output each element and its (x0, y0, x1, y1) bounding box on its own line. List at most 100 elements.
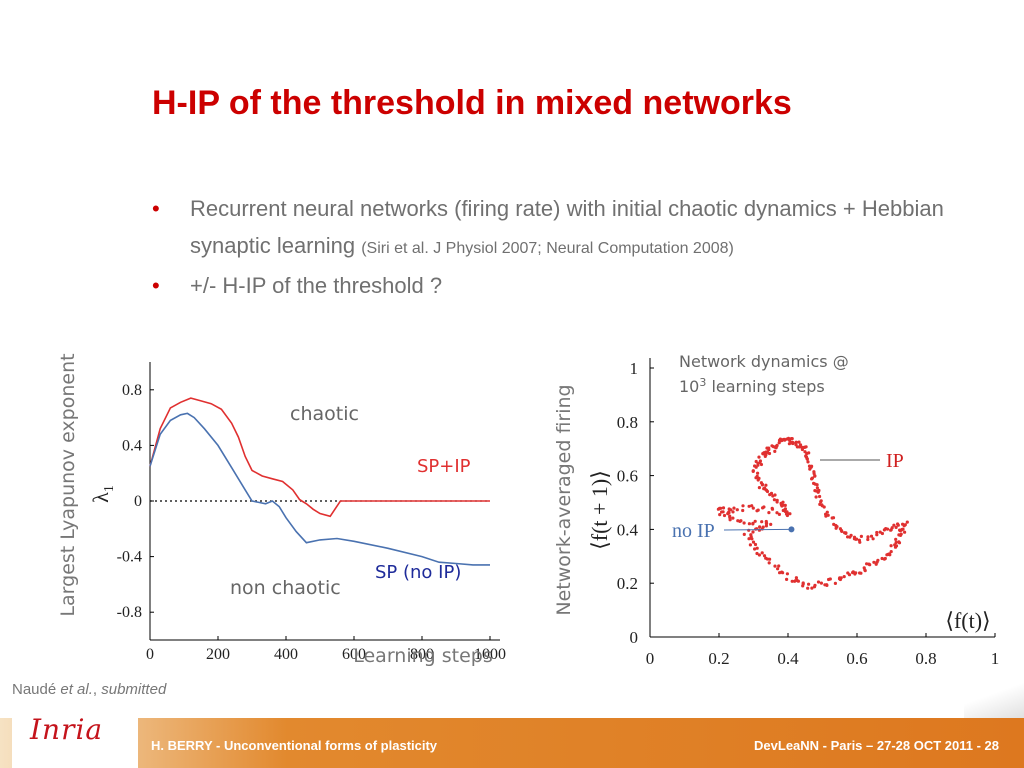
y-tick-label: 0.8 (617, 413, 638, 432)
scatter-point-ip (875, 533, 879, 537)
scatter-point-ip (790, 579, 794, 583)
scatter-point-ip (859, 534, 864, 539)
scatter-point-ip (760, 551, 764, 555)
scatter-point-ip (753, 519, 757, 523)
scatter-point-ip (790, 440, 795, 444)
scatter-point-ip (741, 508, 745, 513)
region-label-chaotic: chaotic (290, 403, 359, 425)
scatter-point-ip (785, 577, 789, 582)
scatter-point-ip (757, 528, 762, 532)
scatter-point-ip (858, 540, 862, 544)
scatter-point-ip (843, 531, 847, 535)
scatter-point-ip (728, 518, 732, 522)
scatter-point-ip (794, 576, 799, 580)
bullet-reference: (Siri et al. J Physiol 2007; Neural Comp… (361, 240, 734, 257)
citation-author: Naudé (12, 681, 61, 698)
scatter-point-ip (731, 516, 735, 520)
scatter-point-ip (750, 504, 754, 508)
scatter-point-ip (754, 459, 758, 464)
inria-logo: Inria (30, 713, 104, 746)
x-tick-label: 0 (646, 649, 655, 668)
x-tick-label: 0.8 (915, 649, 936, 668)
footer-left-text: H. BERRY - Unconventional forms of plast… (151, 738, 438, 753)
scatter-point-ip (801, 584, 805, 588)
scatter-point-ip (727, 507, 731, 511)
scatter-point-ip (777, 441, 781, 445)
scatter-point-ip (768, 557, 772, 561)
scatter-point-ip (742, 521, 746, 525)
scatter-point-ip (902, 524, 906, 528)
scatter-point-ip (753, 542, 758, 547)
scatter-point-ip (839, 576, 843, 580)
scatter-point-ip (875, 560, 879, 564)
y-tick-label: 0.6 (617, 467, 638, 486)
scatter-point-ip (770, 507, 775, 511)
scatter-point-ip (722, 513, 727, 518)
scatter-point-ip (762, 554, 767, 558)
scatter-point-ip (732, 506, 736, 510)
scatter-point-ip (804, 455, 809, 459)
scatter-point-ip (897, 533, 901, 537)
scatter-point-ip (797, 440, 801, 444)
scatter-point-ip (765, 489, 770, 494)
scatter-point-ip (721, 506, 726, 510)
slide-title: H-IP of the threshold in mixed networks (152, 84, 792, 122)
no-ip-pointer-line (723, 528, 790, 531)
scatter-point-ip (754, 465, 758, 469)
scatter-point-ip (748, 543, 753, 547)
scatter-point-ip (788, 512, 792, 516)
scatter-point-ip (747, 504, 751, 508)
scatter-point-ip (759, 462, 764, 467)
scatter-point-ip (775, 443, 779, 447)
scatter-point-ip (785, 572, 790, 576)
scatter-point-ip (763, 454, 767, 458)
scatter-point-ip (892, 523, 896, 527)
scatter-point-ip (894, 525, 898, 530)
scatter-point-ip (718, 513, 722, 517)
scatter-point-ip (901, 527, 905, 531)
logo-box: Inria (12, 705, 138, 768)
scatter-point-ip (813, 474, 817, 478)
scatter-point-ip (757, 486, 762, 490)
scatter-point-ip (781, 500, 785, 504)
scatter-point-ip (894, 544, 899, 548)
bullet-text: Recurrent neural networks (firing rate) … (190, 196, 944, 258)
scatter-point-ip (767, 448, 771, 452)
scatter-point-ip (750, 537, 754, 541)
scatter-point-ip (825, 510, 829, 514)
scatter-point-ip (818, 494, 822, 499)
scatter-point-ip (810, 476, 815, 480)
scatter-point-ip (783, 507, 787, 511)
scatter-point-ip (728, 514, 732, 518)
scatter-point-ip (777, 564, 781, 568)
x-tick-label: 1000 (474, 646, 506, 663)
scatter-point-ip (875, 530, 879, 535)
scatter-point-ip (819, 500, 823, 504)
scatter-point-ip (757, 553, 762, 557)
scatter-point-ip (751, 521, 755, 525)
scatter-point-ip (756, 471, 760, 475)
scatter-point-ip (794, 440, 798, 444)
series-label-no-ip: no IP (672, 520, 715, 542)
scatter-point-ip (747, 522, 752, 526)
scatter-point-ip (863, 568, 867, 572)
scatter-point-ip (764, 483, 768, 487)
scatter-point-ip (764, 519, 768, 524)
citation-sep: , (92, 681, 102, 698)
annotation-line-1: Network dynamics @ (679, 352, 849, 371)
scatter-point-ip (866, 535, 870, 539)
x-axis-label: Learning steps (353, 645, 493, 667)
citation-status: submitted (101, 681, 167, 698)
scatter-point-ip (719, 506, 723, 510)
scatter-point-ip (866, 537, 870, 542)
scatter-point-ip (812, 471, 816, 476)
scatter-point-ip (741, 504, 745, 508)
scatter-point-ip (738, 519, 742, 524)
scatter-point-ip (742, 532, 746, 537)
scatter-point-ip (869, 534, 874, 538)
scatter-point-ip (905, 520, 909, 524)
scatter-point-ip (772, 498, 777, 502)
x-tick-label: 400 (274, 646, 298, 663)
scatter-point-ip (760, 483, 765, 487)
scatter-point-no-ip (788, 526, 795, 533)
